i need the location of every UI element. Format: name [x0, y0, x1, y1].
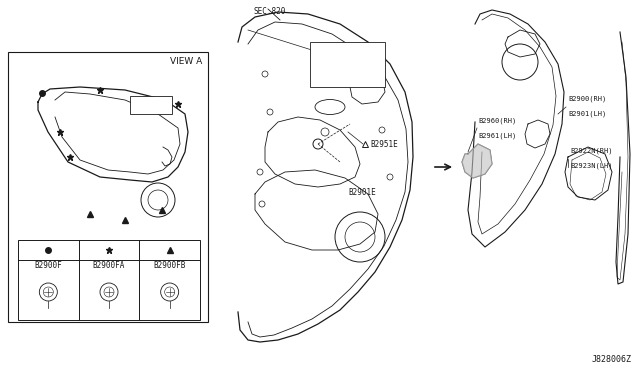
Text: B2960(RH): B2960(RH): [478, 118, 516, 124]
Text: B2923N(LH): B2923N(LH): [570, 162, 612, 169]
Ellipse shape: [315, 99, 345, 115]
Bar: [8, 52, 208, 322]
Text: VIEW A: VIEW A: [170, 57, 202, 66]
Text: J828006Z: J828006Z: [592, 355, 632, 364]
Bar: [18, 240, 200, 320]
Bar: [310, 42, 385, 87]
Text: B2961(LH): B2961(LH): [478, 132, 516, 138]
Polygon shape: [462, 144, 492, 178]
Text: B2900FB: B2900FB: [154, 260, 186, 269]
Text: SEC.820: SEC.820: [253, 7, 285, 16]
Text: B2900F: B2900F: [35, 260, 62, 269]
Text: B2951E: B2951E: [370, 140, 397, 148]
Text: B2901E: B2901E: [348, 187, 376, 196]
Text: B2900(RH): B2900(RH): [568, 96, 606, 102]
Bar: [130, 96, 172, 114]
Text: B2900FA: B2900FA: [93, 260, 125, 269]
Text: B2922N(RH): B2922N(RH): [570, 148, 612, 154]
Text: B2901(LH): B2901(LH): [568, 110, 606, 116]
